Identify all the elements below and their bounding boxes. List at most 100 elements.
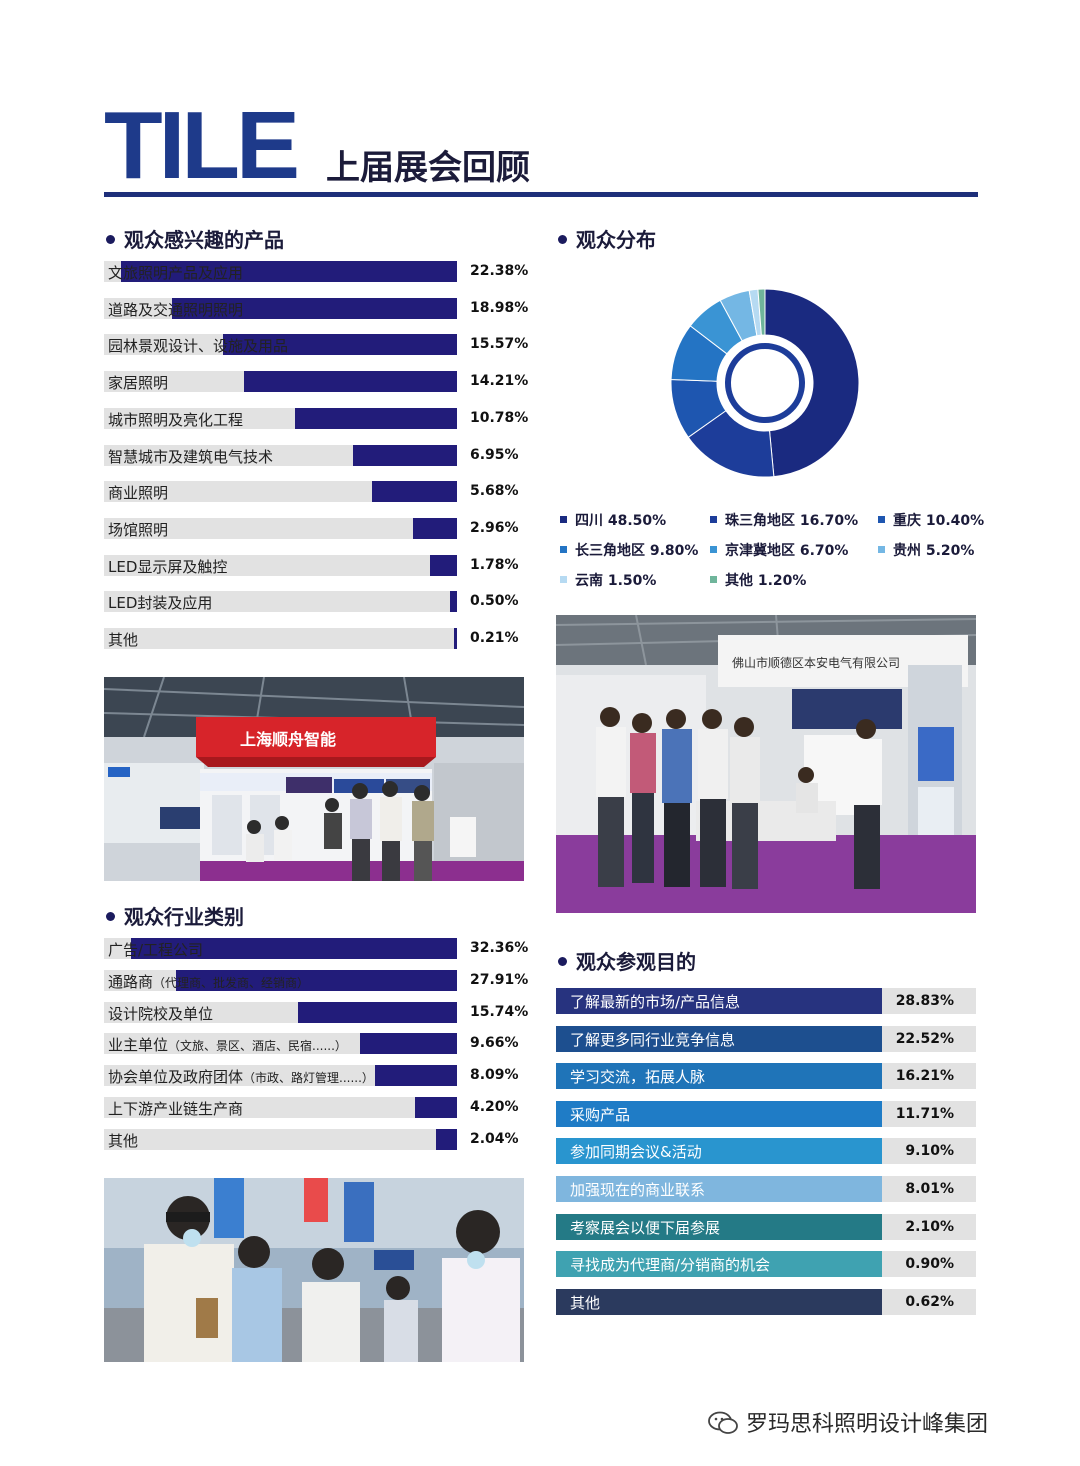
bar-fill	[295, 407, 457, 429]
bar-row: LED封装及应用 0.50%	[104, 591, 534, 613]
legend-label: 京津冀地区	[725, 543, 795, 559]
purpose-row: 了解更多同行业竞争信息 22.52%	[556, 1025, 976, 1052]
bar-value: 8.09%	[470, 1067, 519, 1084]
legend-item: 贵州 5.20%	[878, 540, 974, 560]
bar-label-text: 广告/工程公司	[108, 941, 204, 959]
bar-track	[104, 1097, 457, 1118]
bar-value: 0.21%	[470, 630, 519, 646]
bar-track	[104, 297, 457, 319]
purpose-value: 11.71%	[895, 1105, 954, 1122]
bar-value: 14.21%	[470, 373, 529, 390]
bar-label: 业主单位（文旅、景区、酒店、民宿......）	[108, 1034, 347, 1055]
bar-track	[104, 969, 457, 991]
bar-track	[104, 1128, 457, 1150]
distribution-section-title: 观众分布	[558, 224, 656, 253]
legend-value: 48.50%	[607, 513, 667, 529]
bar-track	[104, 1065, 457, 1087]
bar-row: 家居照明 14.21%	[104, 371, 534, 393]
bar-track	[104, 591, 457, 613]
bar-label: 通路商（代理商、批发商、经销商）	[108, 971, 309, 992]
bar-row: 商业照明 5.68%	[104, 481, 534, 503]
bar-label: 广告/工程公司	[108, 939, 203, 960]
bar-label-text: 商业照明	[108, 484, 169, 503]
bar-label: 智慧城市及建筑电气技术	[108, 446, 273, 467]
bar-value: 22.38%	[470, 263, 529, 279]
purpose-label: 学习交流，拓展人脉	[570, 1068, 706, 1087]
donut-slice	[757, 288, 766, 336]
bar-label-text: 其他	[108, 1131, 139, 1150]
bar-label-text: 通路商	[108, 972, 154, 991]
bar-label-text: 智慧城市及建筑电气技术	[108, 447, 274, 466]
bar-value: 9.66%	[470, 1035, 519, 1052]
bar-row: 城市照明及亮化工程 10.78%	[104, 407, 534, 429]
bar-row: 道路及交通照明照明 18.98%	[104, 297, 534, 319]
bar-label-text: 场馆照明	[108, 520, 169, 539]
legend-label: 云南	[575, 573, 603, 589]
legend-item: 珠三角地区 16.70%	[710, 510, 858, 530]
purpose-band: 了解更多同行业竞争信息	[556, 1025, 882, 1052]
purpose-value: 22.52%	[895, 1030, 954, 1047]
purpose-value-cell: 8.01%	[882, 1176, 976, 1202]
bar-label: 园林景观设计、设施及用品	[108, 335, 288, 356]
legend-label: 珠三角地区	[725, 513, 795, 529]
purpose-value-cell: 28.83%	[882, 988, 976, 1014]
bar-row: 场馆照明 2.96%	[104, 517, 534, 539]
brand-title: TILE	[104, 92, 300, 199]
bar-value: 6.95%	[470, 446, 519, 463]
bar-label-text: 协会单位及政府团体	[108, 1068, 244, 1087]
legend-item: 京津冀地区 6.70%	[710, 540, 848, 560]
purpose-value-cell: 16.21%	[882, 1063, 976, 1090]
donut-slice	[764, 288, 860, 478]
purpose-band: 参加同期会议&活动	[556, 1138, 882, 1165]
booth1-sign-text: 上海顺舟智能	[240, 730, 336, 749]
bullet-icon	[558, 957, 567, 966]
legend-swatch	[710, 545, 717, 553]
bar-fill	[449, 591, 457, 613]
bar-fill	[175, 969, 457, 991]
purpose-row: 寻找成为代理商/分销商的机会 0.90%	[556, 1251, 976, 1278]
bar-track	[104, 407, 457, 429]
purpose-row: 其他 0.62%	[556, 1288, 976, 1315]
purpose-section-title: 观众参观目的	[558, 946, 696, 975]
legend-swatch	[878, 515, 885, 523]
watermark: 罗玛思科照明设计峰集团	[708, 1406, 988, 1438]
bar-value: 1.78%	[470, 556, 519, 573]
bar-fill	[430, 554, 457, 576]
booth-photo-2: 佛山市顺德区本安电气有限公司	[556, 615, 976, 913]
purpose-value: 16.21%	[895, 1068, 954, 1085]
bar-label: 其他	[108, 1130, 138, 1151]
legend-item: 重庆 10.40%	[878, 510, 984, 530]
header-rule	[104, 192, 978, 197]
bar-label-text: 园林景观设计、设施及用品	[108, 337, 289, 356]
purpose-band: 了解最新的市场/产品信息	[556, 988, 882, 1014]
bar-label-text: 设计院校及单位	[108, 1004, 214, 1023]
bar-label: 其他	[108, 629, 138, 650]
bar-label-text: 家居照明	[108, 374, 169, 393]
bar-row: 其他 2.04%	[104, 1128, 534, 1151]
bar-label-text: 业主单位	[108, 1036, 169, 1055]
bar-track	[104, 481, 457, 503]
purpose-band: 考察展会以便下届参展	[556, 1213, 882, 1240]
purpose-value: 9.10%	[905, 1143, 954, 1160]
legend-item: 其他 1.20%	[710, 570, 806, 590]
bar-track	[104, 334, 457, 356]
bar-track	[104, 938, 457, 959]
legend-value: 5.20%	[925, 543, 975, 559]
legend-swatch	[560, 575, 567, 583]
bar-row: LED显示屏及触控 1.78%	[104, 554, 534, 576]
purpose-label: 其他	[570, 1293, 601, 1312]
legend-value: 1.50%	[607, 573, 657, 589]
purpose-value: 2.10%	[905, 1218, 954, 1235]
bar-label-text: 其他	[108, 631, 139, 649]
legend-item: 四川 48.50%	[560, 510, 666, 530]
bar-label-text: 文旅照明产品及应用	[108, 264, 244, 282]
bar-label-text: LED封装及应用	[108, 594, 213, 613]
purpose-value-cell: 22.52%	[882, 1025, 976, 1052]
bar-label: 上下游产业链生产商	[108, 1098, 243, 1119]
bar-label: 文旅照明产品及应用	[108, 262, 243, 283]
bar-fill	[223, 334, 457, 356]
bar-row: 协会单位及政府团体（市政、路灯管理......） 8.09%	[104, 1065, 534, 1087]
bar-fill	[453, 628, 457, 649]
bar-label-note: （文旅、景区、酒店、民宿......）	[168, 1039, 347, 1054]
purpose-label: 加强现在的商业联系	[570, 1181, 706, 1199]
